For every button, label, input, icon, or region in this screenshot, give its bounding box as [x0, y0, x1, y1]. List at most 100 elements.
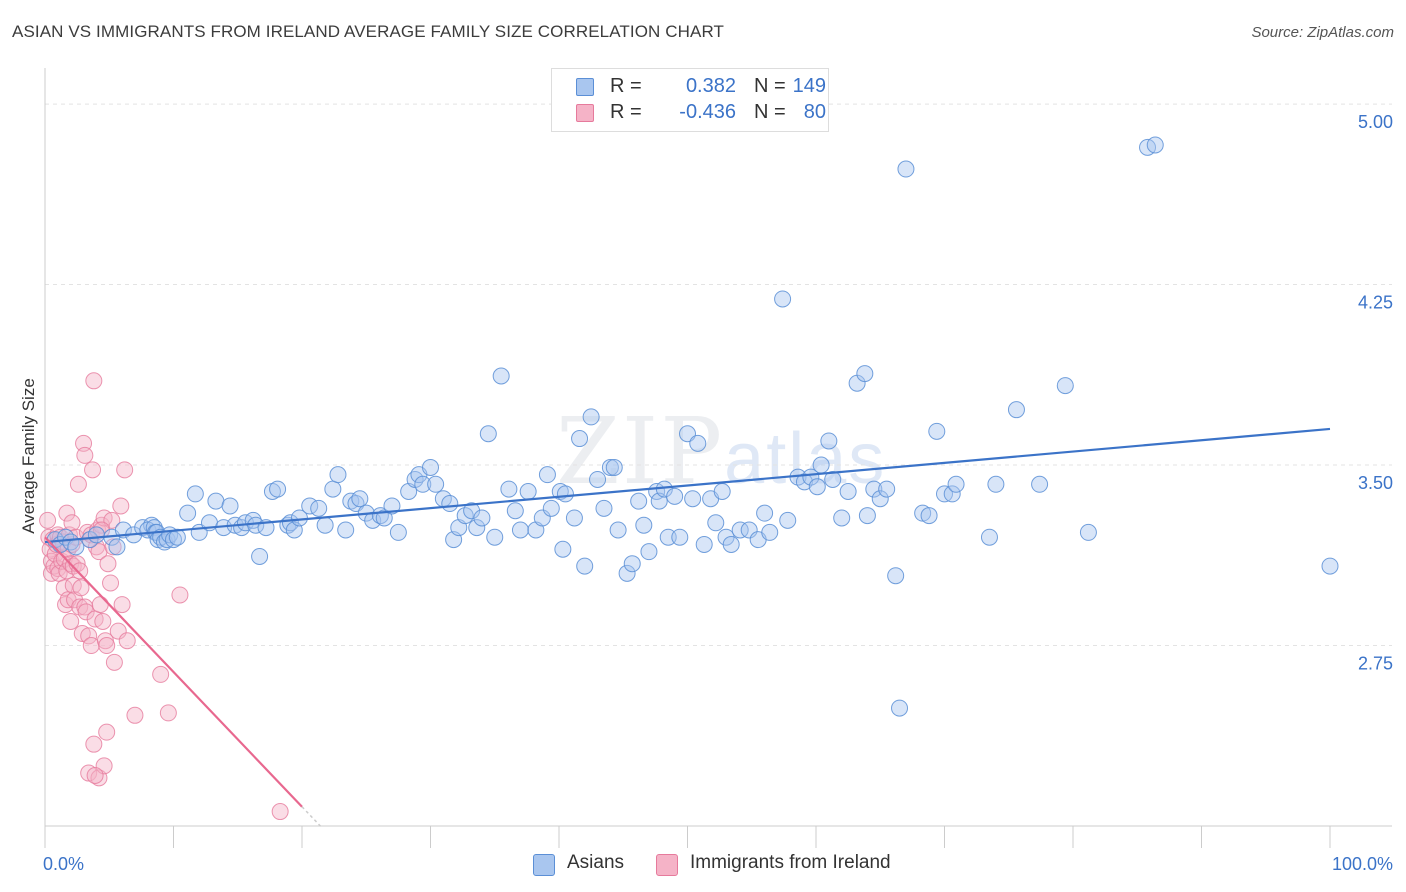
- asians-point: [269, 480, 287, 498]
- asians-point: [542, 499, 560, 517]
- ireland-point: [73, 624, 91, 642]
- bottom-ireland-swatch: [656, 854, 678, 876]
- asians-point: [856, 365, 874, 383]
- asians-point: [623, 555, 641, 573]
- asians-point: [492, 367, 510, 385]
- asians-point: [324, 480, 342, 498]
- asians-point: [666, 487, 684, 505]
- asians-point: [310, 499, 328, 517]
- asians-point: [684, 490, 702, 508]
- ireland-point: [118, 632, 136, 650]
- ireland-point: [86, 766, 104, 784]
- asians-point: [812, 456, 830, 474]
- asians-point: [67, 538, 85, 556]
- asians-point: [987, 475, 1005, 493]
- asians-point: [635, 516, 653, 534]
- asians-point: [389, 523, 407, 541]
- ireland-point: [62, 612, 80, 630]
- ireland-point: [98, 637, 116, 655]
- ireland-point: [94, 612, 112, 630]
- asians-point: [878, 480, 896, 498]
- bottom-asians-label: Asians: [567, 852, 625, 873]
- asians-point: [1031, 475, 1049, 493]
- bottom-ireland-label: Immigrants from Ireland: [690, 852, 891, 873]
- y-tick-label: 2.75: [1358, 654, 1393, 674]
- ireland-point: [159, 704, 177, 722]
- asians-point: [337, 521, 355, 539]
- asians-point: [351, 490, 369, 508]
- asians-point: [713, 483, 731, 501]
- ireland-point: [85, 735, 103, 753]
- ireland-point: [98, 723, 116, 741]
- asians-point: [802, 468, 820, 486]
- asians-point: [601, 458, 619, 476]
- ireland-point: [116, 461, 134, 479]
- bottom-asians-swatch: [533, 854, 555, 876]
- asians-point: [427, 475, 445, 493]
- asians-point: [383, 497, 401, 515]
- ireland-point: [84, 461, 102, 479]
- asians-point: [486, 528, 504, 546]
- asians-point: [62, 533, 80, 551]
- asians-point: [506, 502, 524, 520]
- asians-point: [1079, 523, 1097, 541]
- asians-point: [947, 475, 965, 493]
- asians-point: [87, 526, 105, 544]
- asians-point: [689, 434, 707, 452]
- asians-point: [640, 543, 658, 561]
- asians-point: [565, 509, 583, 527]
- asians-point: [808, 478, 826, 496]
- ireland-point: [126, 706, 144, 724]
- ireland-point: [82, 637, 100, 655]
- asians-point: [659, 528, 677, 546]
- watermark-main: ZIP: [556, 398, 725, 505]
- asians-point: [576, 557, 594, 575]
- asians-point: [554, 540, 572, 558]
- asians-point: [1056, 377, 1074, 395]
- asians-point: [441, 495, 459, 513]
- asians-point: [722, 535, 740, 553]
- asians-points: [46, 136, 1339, 717]
- asians-point: [168, 528, 186, 546]
- ireland-points: [39, 372, 289, 821]
- grid-lines: [45, 103, 1392, 647]
- ireland-point: [80, 627, 98, 645]
- stats-legend: R = 0.382 N = 149 R = -0.436 N = 80: [551, 68, 829, 132]
- ireland-point: [71, 562, 89, 580]
- asians-trend-line: [44, 427, 1331, 544]
- asians-point: [571, 430, 589, 448]
- asians-point: [556, 485, 574, 503]
- asians-r-value: 0.382: [685, 75, 736, 97]
- asians-point: [943, 485, 961, 503]
- asians-point: [618, 564, 636, 582]
- ireland-r-value: -0.436: [679, 101, 736, 123]
- asians-point: [761, 523, 779, 541]
- watermark: ZIPatlas: [556, 398, 886, 505]
- ireland-trend-extension: [301, 806, 324, 829]
- asians-point: [108, 538, 126, 556]
- asians-n-label: N =: [754, 75, 786, 97]
- ireland-trend-line: [44, 536, 303, 808]
- ireland-point: [69, 475, 87, 493]
- asians-point: [316, 516, 334, 534]
- asians-point: [473, 509, 491, 527]
- x-tick-label-right: 100.0%: [1332, 854, 1393, 874]
- asians-point: [630, 492, 648, 510]
- asians-point: [479, 425, 497, 443]
- asians-point: [833, 509, 851, 527]
- ireland-point: [113, 596, 131, 614]
- asians-point: [820, 432, 838, 450]
- ireland-r-label: R =: [610, 101, 642, 123]
- ireland-point: [102, 574, 120, 592]
- asians-point: [179, 504, 197, 522]
- asians-point: [920, 507, 938, 525]
- watermark-sub: atlas: [724, 419, 887, 499]
- asians-point: [589, 470, 607, 488]
- ireland-swatch: [576, 104, 594, 122]
- ireland-point: [171, 586, 189, 604]
- asians-point: [1321, 557, 1339, 575]
- asians-point: [1007, 401, 1025, 419]
- asians-point: [774, 290, 792, 308]
- asians-point: [500, 480, 518, 498]
